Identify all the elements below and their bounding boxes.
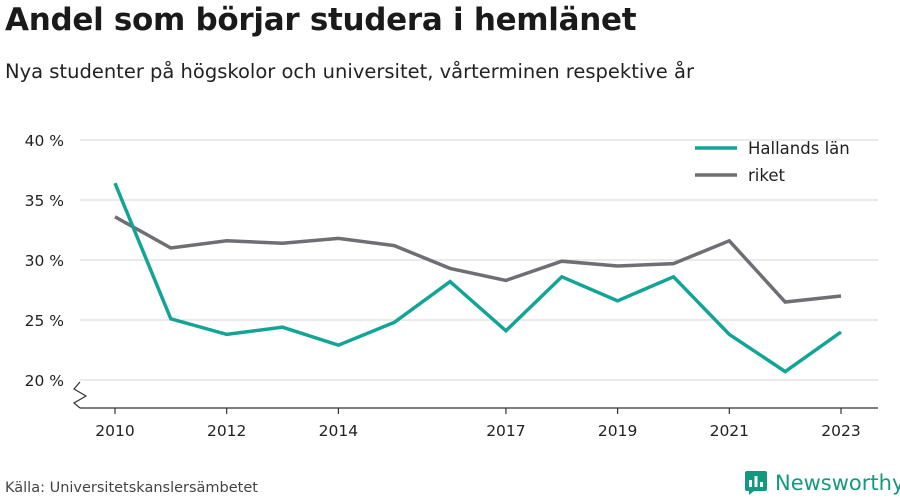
brand-logo: Newsworthy bbox=[744, 468, 900, 498]
y-tick-label: 30 % bbox=[25, 252, 64, 270]
line-chart: 20 % 25 % 30 % 35 % 40 % 2010 2012 2014 2017 2019… bbox=[25, 132, 878, 440]
x-tick-label: 2017 bbox=[486, 422, 525, 440]
x-tick-label: 2010 bbox=[95, 422, 134, 440]
source-note: Källa: Universitetskanslersämbetet bbox=[5, 480, 258, 496]
x-tick-label: 2023 bbox=[821, 422, 860, 440]
chart-title: Andel som börjar studera i hemlänet bbox=[5, 2, 637, 38]
x-tick-label: 2019 bbox=[598, 422, 637, 440]
newsworthy-logo-icon bbox=[745, 471, 767, 495]
legend-label-riket: riket bbox=[748, 166, 785, 185]
brand-name: Newsworthy bbox=[775, 471, 900, 495]
y-tick-label: 35 % bbox=[25, 192, 64, 210]
legend-label-hallands-lan: Hallands län bbox=[748, 139, 850, 158]
series-line-riket bbox=[114, 215, 842, 304]
y-tick-label: 25 % bbox=[25, 312, 64, 330]
y-tick-label: 20 % bbox=[25, 372, 64, 390]
series-line-hallands-lan bbox=[113, 182, 843, 374]
x-tick-label: 2021 bbox=[710, 422, 749, 440]
x-tick-label: 2014 bbox=[319, 422, 358, 440]
y-tick-label: 40 % bbox=[25, 132, 64, 150]
x-tick-label: 2012 bbox=[207, 422, 246, 440]
chart-subtitle: Nya studenter på högskolor och universit… bbox=[5, 60, 694, 83]
axis-break-mark bbox=[72, 381, 88, 409]
